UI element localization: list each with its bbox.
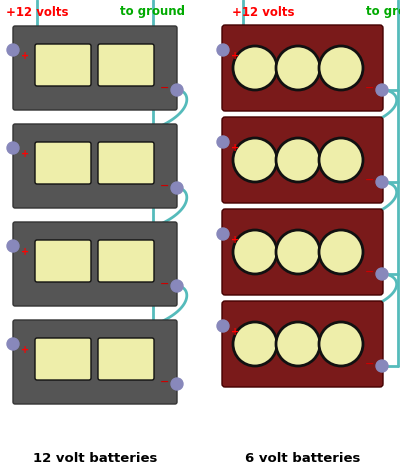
Circle shape — [276, 46, 320, 90]
Circle shape — [376, 176, 388, 188]
Text: −: − — [365, 359, 375, 369]
Text: −: − — [365, 83, 375, 93]
Text: to ground: to ground — [120, 6, 186, 19]
Circle shape — [233, 322, 277, 366]
Circle shape — [233, 230, 277, 274]
Circle shape — [7, 240, 19, 252]
Circle shape — [276, 230, 320, 274]
Text: to ground: to ground — [366, 6, 400, 19]
FancyBboxPatch shape — [35, 44, 91, 86]
Circle shape — [217, 44, 229, 56]
FancyBboxPatch shape — [35, 338, 91, 380]
FancyBboxPatch shape — [222, 301, 383, 387]
Text: +: + — [21, 345, 29, 355]
FancyBboxPatch shape — [13, 26, 177, 110]
FancyBboxPatch shape — [35, 142, 91, 184]
Text: +: + — [231, 143, 239, 153]
Circle shape — [319, 230, 363, 274]
FancyBboxPatch shape — [98, 240, 154, 282]
Circle shape — [217, 136, 229, 148]
FancyBboxPatch shape — [98, 338, 154, 380]
Circle shape — [171, 280, 183, 292]
Circle shape — [7, 142, 19, 154]
Circle shape — [171, 84, 183, 96]
Text: 6 volt batteries: 6 volt batteries — [245, 452, 360, 465]
Circle shape — [319, 138, 363, 182]
Text: +: + — [21, 247, 29, 257]
Circle shape — [319, 46, 363, 90]
Text: +: + — [231, 327, 239, 337]
Text: +: + — [231, 235, 239, 245]
FancyBboxPatch shape — [13, 320, 177, 404]
FancyBboxPatch shape — [98, 142, 154, 184]
Circle shape — [376, 268, 388, 280]
Text: +12 volts: +12 volts — [232, 6, 294, 19]
FancyBboxPatch shape — [222, 25, 383, 111]
Text: −: − — [365, 267, 375, 277]
Text: −: − — [160, 279, 170, 289]
Circle shape — [217, 320, 229, 332]
Circle shape — [217, 228, 229, 240]
Text: −: − — [365, 175, 375, 185]
FancyBboxPatch shape — [13, 222, 177, 306]
Circle shape — [171, 378, 183, 390]
Text: −: − — [160, 377, 170, 387]
FancyBboxPatch shape — [222, 209, 383, 295]
Circle shape — [171, 182, 183, 194]
FancyBboxPatch shape — [222, 117, 383, 203]
Text: 12 volt batteries: 12 volt batteries — [33, 452, 157, 465]
Text: +: + — [21, 149, 29, 159]
Circle shape — [276, 138, 320, 182]
Text: +12 volts: +12 volts — [6, 6, 68, 19]
FancyBboxPatch shape — [98, 44, 154, 86]
Text: −: − — [160, 181, 170, 191]
Circle shape — [376, 360, 388, 372]
Circle shape — [233, 46, 277, 90]
Circle shape — [233, 138, 277, 182]
Circle shape — [7, 44, 19, 56]
Text: −: − — [160, 83, 170, 93]
FancyBboxPatch shape — [35, 240, 91, 282]
Circle shape — [276, 322, 320, 366]
Circle shape — [376, 84, 388, 96]
Circle shape — [7, 338, 19, 350]
Circle shape — [319, 322, 363, 366]
FancyBboxPatch shape — [13, 124, 177, 208]
Text: +: + — [231, 51, 239, 61]
Text: +: + — [21, 51, 29, 61]
